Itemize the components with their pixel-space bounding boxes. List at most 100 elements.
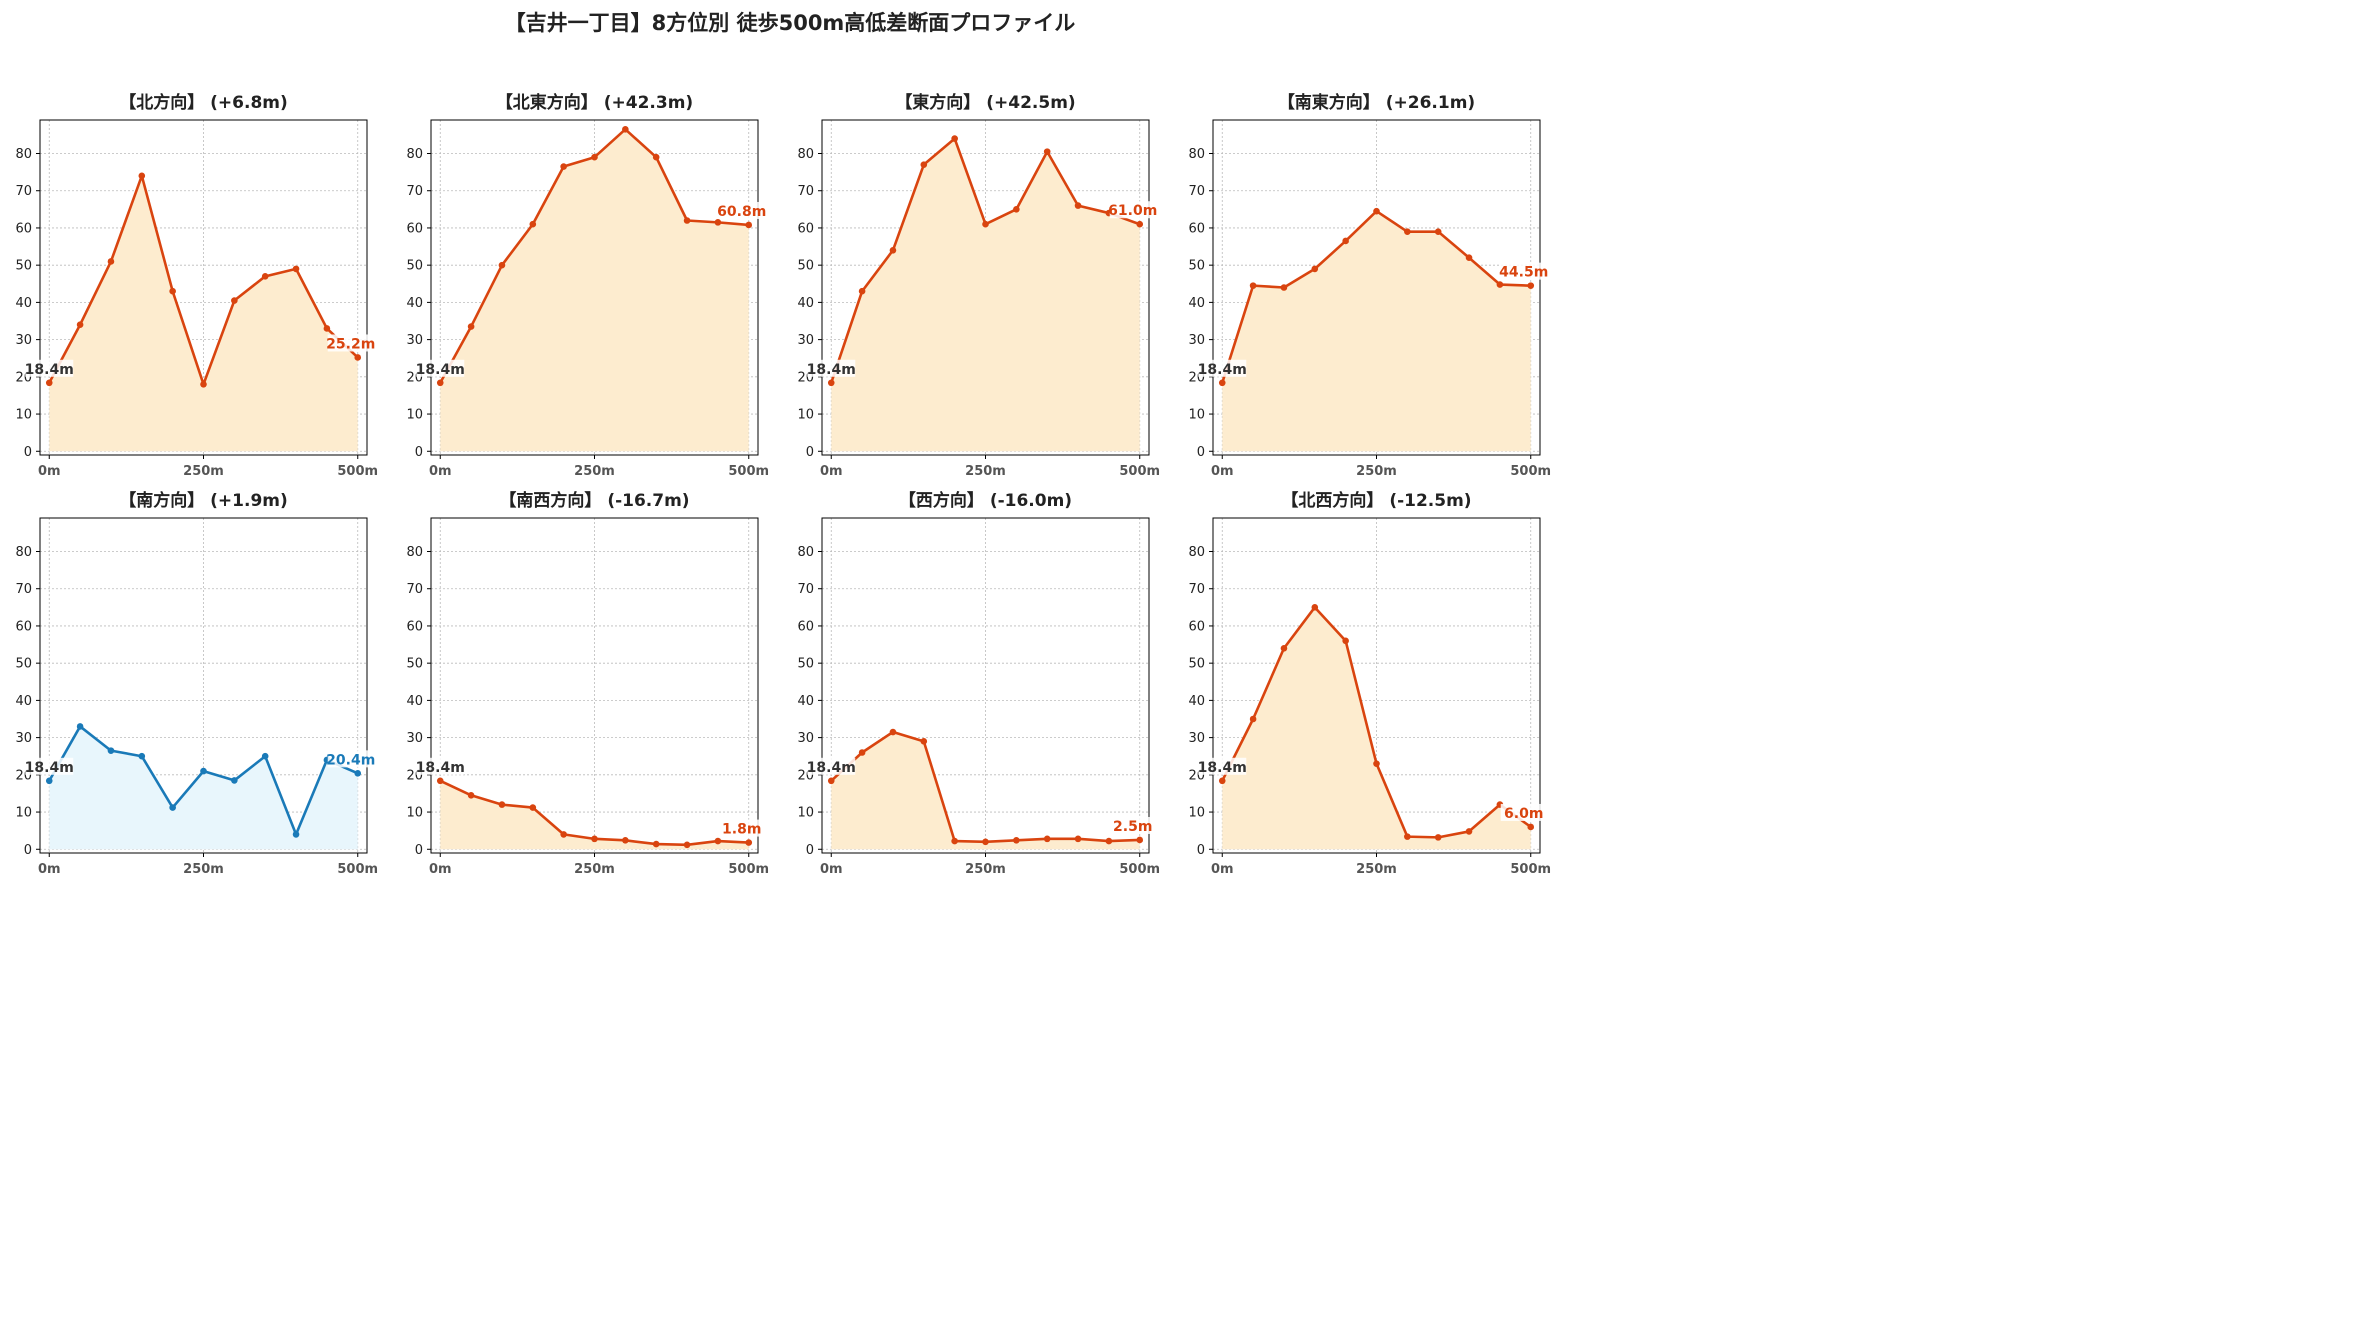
- y-tick-label: 60: [406, 221, 423, 236]
- panel-title: 【北西方向】 (-12.5m): [1281, 490, 1471, 511]
- y-tick-label: 70: [797, 582, 814, 597]
- x-tick-label: 0m: [1211, 862, 1234, 877]
- y-tick-label: 40: [15, 296, 32, 311]
- x-tick-label: 250m: [183, 464, 224, 479]
- x-tick-label: 500m: [1510, 464, 1551, 479]
- x-tick-label: 0m: [429, 862, 452, 877]
- data-point: [1404, 833, 1411, 840]
- x-tick-label: 500m: [1119, 464, 1160, 479]
- data-point: [200, 380, 207, 388]
- y-tick-label: 80: [797, 147, 814, 162]
- data-point: [652, 840, 660, 848]
- data-point: [45, 379, 53, 387]
- panel-title: 【南西方向】 (-16.7m): [499, 490, 689, 511]
- start-elevation-label: 18.4m: [1198, 362, 1247, 378]
- data-point: [76, 321, 84, 329]
- y-tick-label: 50: [797, 657, 814, 672]
- data-point: [498, 801, 506, 808]
- data-point: [745, 839, 753, 846]
- data-point: [951, 837, 958, 845]
- start-elevation-label: 18.4m: [1198, 760, 1247, 776]
- data-point: [1342, 237, 1349, 245]
- data-point: [714, 837, 722, 845]
- y-tick-label: 40: [797, 694, 814, 709]
- y-tick-label: 80: [406, 545, 423, 560]
- elevation-area: [1222, 211, 1531, 452]
- end-elevation-label: 44.5m: [1499, 265, 1548, 281]
- data-point: [292, 831, 300, 838]
- y-tick-label: 40: [406, 694, 423, 709]
- data-point: [1105, 837, 1113, 845]
- data-point: [827, 777, 835, 785]
- start-elevation-label: 18.4m: [25, 362, 74, 378]
- data-point: [1249, 282, 1257, 289]
- start-label-bg: [807, 359, 856, 377]
- end-elevation-label: 2.5m: [1113, 819, 1152, 835]
- end-elevation-label: 60.8m: [717, 204, 766, 220]
- y-tick-label: 30: [406, 731, 423, 746]
- y-tick-label: 60: [1188, 221, 1205, 236]
- y-tick-label: 70: [15, 184, 32, 199]
- data-point: [1136, 836, 1144, 844]
- y-tick-label: 60: [15, 221, 32, 236]
- data-point: [1013, 206, 1020, 213]
- data-point: [292, 265, 300, 273]
- data-point: [1465, 254, 1473, 262]
- data-point: [231, 297, 238, 304]
- data-point: [138, 752, 146, 760]
- data-point: [1280, 284, 1288, 291]
- start-elevation-label: 18.4m: [416, 760, 465, 776]
- end-label-bg: [327, 750, 374, 768]
- elevation-area: [831, 138, 1140, 452]
- elevation-area: [1222, 607, 1531, 850]
- data-point: [889, 728, 897, 736]
- data-point: [982, 838, 989, 846]
- y-tick-label: 0: [24, 445, 32, 460]
- y-tick-label: 50: [406, 657, 423, 672]
- end-label-bg: [1109, 816, 1156, 834]
- data-point: [745, 221, 753, 229]
- y-tick-label: 70: [15, 582, 32, 597]
- end-label-bg: [1500, 262, 1547, 280]
- data-point: [107, 747, 115, 754]
- data-point: [714, 219, 722, 226]
- data-point: [529, 804, 537, 811]
- data-point: [354, 354, 362, 361]
- data-point: [529, 220, 537, 228]
- elevation-area: [440, 780, 749, 850]
- y-tick-label: 60: [406, 619, 423, 634]
- y-tick-label: 0: [806, 843, 814, 858]
- y-tick-label: 10: [1188, 806, 1205, 821]
- data-point: [622, 837, 629, 844]
- data-point: [1043, 835, 1051, 843]
- end-elevation-label: 1.8m: [722, 822, 761, 838]
- data-point: [1404, 228, 1411, 235]
- start-label-bg: [25, 757, 74, 775]
- x-tick-label: 250m: [1356, 862, 1397, 877]
- y-tick-label: 70: [797, 184, 814, 199]
- start-label-bg: [25, 359, 74, 377]
- x-tick-label: 250m: [183, 862, 224, 877]
- elevation-area: [49, 726, 358, 850]
- data-point: [1465, 828, 1473, 835]
- end-elevation-label: 20.4m: [326, 752, 375, 768]
- y-tick-label: 10: [15, 408, 32, 423]
- y-tick-label: 10: [797, 806, 814, 821]
- y-tick-label: 0: [1197, 843, 1205, 858]
- data-point: [1218, 777, 1226, 785]
- end-elevation-label: 25.2m: [326, 336, 375, 352]
- x-tick-label: 0m: [820, 464, 843, 479]
- x-tick-label: 250m: [965, 862, 1006, 877]
- data-point: [1043, 148, 1051, 155]
- data-point: [560, 831, 567, 838]
- data-point: [261, 752, 269, 760]
- data-point: [498, 261, 506, 269]
- data-point: [261, 273, 269, 280]
- y-tick-label: 10: [406, 806, 423, 821]
- x-tick-label: 500m: [337, 464, 378, 479]
- end-label-bg: [327, 334, 374, 352]
- start-label-bg: [416, 757, 465, 775]
